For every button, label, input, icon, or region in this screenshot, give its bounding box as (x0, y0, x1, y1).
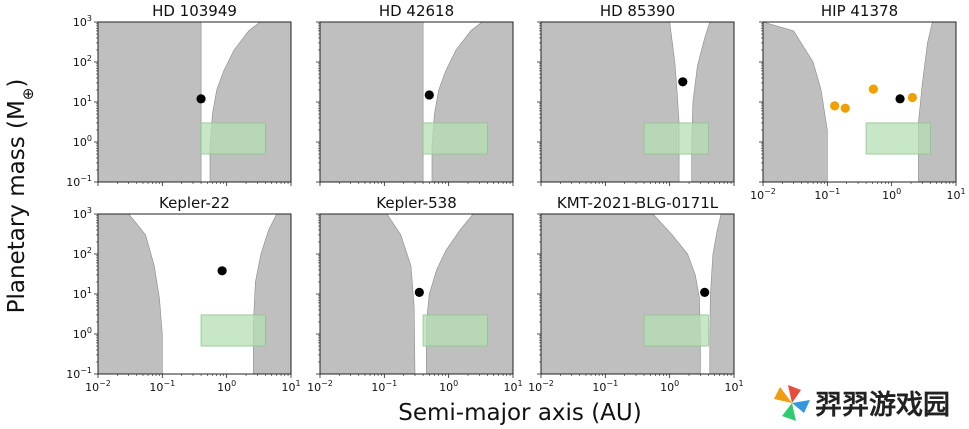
panel-plot-area (763, 22, 956, 182)
target-region-box (865, 122, 931, 155)
panel-plot-area (98, 22, 291, 182)
panel-plot-area (98, 214, 291, 374)
x-tick-label: 10−1 (592, 379, 618, 394)
panel-plot-area (541, 214, 734, 374)
x-tick-label: 10−1 (814, 187, 840, 202)
panels-layer: HD 103949 10−1 100 101 102 103 HD 42618 HD 8539… (66, 2, 965, 394)
x-tick-label: 101 (281, 379, 300, 394)
planet-point (424, 90, 434, 100)
target-region-box (200, 314, 266, 347)
excluded-region-inner (98, 22, 202, 182)
x-tick-label: 10−1 (149, 379, 175, 394)
x-tick-label: 100 (660, 379, 679, 394)
x-tick-label: 101 (724, 379, 743, 394)
target-region-box (422, 122, 488, 155)
x-tick-label: 10−1 (371, 379, 397, 394)
panel-title: HD 42618 (379, 2, 454, 20)
x-tick-label: 10−2 (750, 187, 776, 202)
panel-title: KMT-2021-BLG-0171L (557, 194, 719, 212)
y-tick-label: 102 (73, 54, 92, 69)
excluded-region-inner (98, 214, 163, 374)
target-region-box (200, 122, 266, 155)
x-tick-label: 100 (217, 379, 236, 394)
planet-point (830, 101, 840, 111)
excluded-region-inner (320, 214, 416, 374)
x-tick-label: 10−2 (85, 379, 111, 394)
planet-point (217, 266, 227, 276)
planet-point (840, 103, 850, 113)
y-tick-label: 102 (73, 246, 92, 261)
panel-title: HIP 41378 (821, 2, 898, 20)
panel-title: Kepler-22 (159, 194, 230, 212)
panel-2: HD 42618 (316, 2, 514, 186)
planet-point (868, 84, 878, 94)
panel-title: Kepler-538 (376, 194, 457, 212)
panel-title: HD 85390 (600, 2, 675, 20)
y-tick-label: 100 (73, 326, 92, 341)
y-tick-label: 10−1 (66, 174, 92, 189)
planet-point (907, 92, 917, 103)
y-axis-label: Planetary mass (M⊕) (4, 79, 37, 314)
panel-plot-area (320, 22, 513, 182)
pinwheel-icon (774, 385, 810, 421)
x-tick-label: 101 (503, 379, 522, 394)
planet-point (895, 94, 905, 104)
planet-point (196, 94, 206, 104)
panel-1: HD 103949 10−1 100 101 102 103 (66, 2, 292, 189)
x-tick-label: 100 (439, 379, 458, 394)
watermark-logo: 羿羿游戏园 (774, 385, 950, 421)
watermark-text: 羿羿游戏园 (815, 390, 950, 421)
panel-title: HD 103949 (152, 2, 237, 20)
excluded-region-inner (763, 22, 828, 182)
planet-point (414, 287, 424, 297)
target-region-box (643, 122, 709, 155)
excluded-region-inner (320, 22, 424, 182)
planet-point (700, 287, 710, 297)
panel-plot-area (541, 22, 734, 182)
x-tick-label: 10−2 (528, 379, 554, 394)
y-tick-label: 101 (73, 94, 92, 109)
excluded-region-inner (541, 22, 680, 182)
y-tick-label: 100 (73, 134, 92, 149)
y-tick-label: 103 (73, 14, 92, 29)
x-axis-label: Semi-major axis (AU) (398, 400, 641, 426)
y-tick-label: 101 (73, 286, 92, 301)
x-tick-label: 100 (882, 187, 901, 202)
panel-3: HD 85390 (537, 2, 735, 186)
excluded-region-outer (709, 214, 734, 374)
target-region-box (422, 314, 488, 347)
target-region-box (643, 314, 709, 347)
planet-point (678, 77, 688, 87)
x-tick-label: 10−2 (307, 379, 333, 394)
panel-7: KMT-2021-BLG-0171L 10−2 10−1 100 101 (528, 194, 743, 394)
y-tick-label: 10−1 (66, 366, 92, 381)
y-tick-label: 103 (73, 206, 92, 221)
x-tick-label: 101 (946, 187, 965, 202)
panel-4: HIP 41378 10−2 10−1 100 101 (750, 2, 965, 202)
panel-plot-area (320, 214, 513, 374)
panel-6: Kepler-538 10−2 10−1 100 101 (307, 194, 522, 394)
